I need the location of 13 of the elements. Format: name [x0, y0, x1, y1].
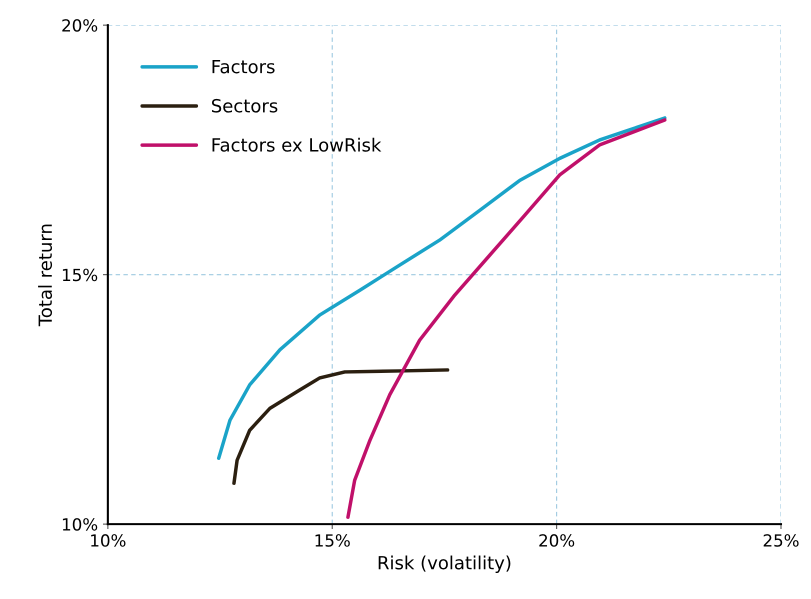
legend-label: Factors — [212, 60, 275, 74]
legend-label: Sectors — [212, 98, 278, 113]
legend-label: Factors ex LowRisk — [212, 138, 382, 152]
line-series — [232, 368, 450, 485]
x-tick-label: 15% — [316, 534, 350, 547]
y-axis-title: Total return — [38, 224, 52, 326]
x-axis-title: Risk (volatility) — [378, 556, 510, 574]
y-tick-label: 15% — [62, 268, 98, 282]
x-tick-label: 25% — [764, 534, 799, 547]
y-tick-label: 20% — [62, 19, 98, 32]
x-tick-label: 20% — [539, 534, 574, 547]
y-tick-label: 10% — [62, 518, 98, 531]
x-tick-label: 10% — [91, 534, 126, 547]
